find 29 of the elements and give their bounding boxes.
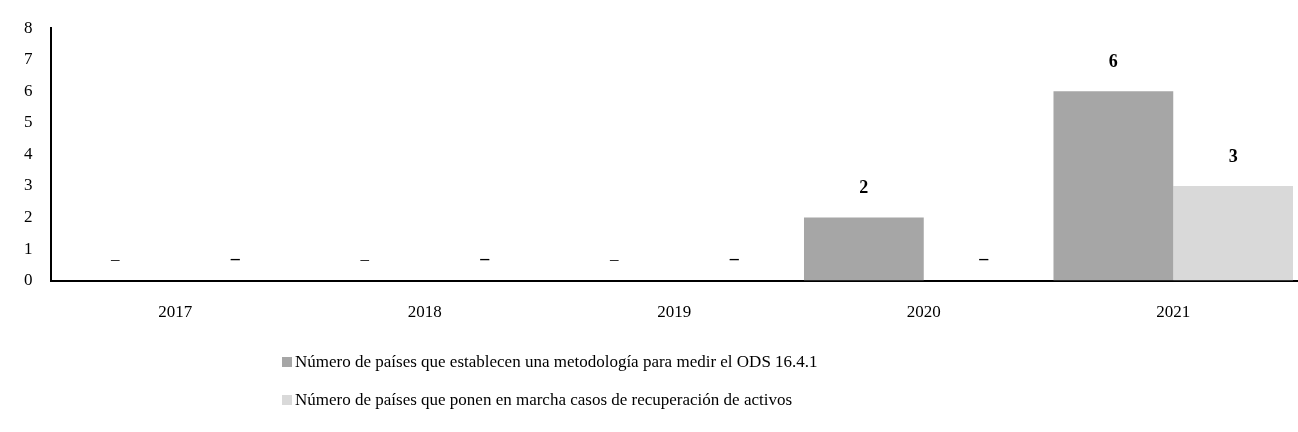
legend-label: Número de países que establecen una metodología para medir el ODS 16.4.1	[295, 352, 818, 372]
y-tick-label: 0	[24, 270, 33, 290]
text: –	[360, 249, 370, 269]
x-tick-label: 2018	[407, 302, 442, 322]
y-tick-label: 3	[24, 175, 33, 195]
y-tick-label: 5	[24, 112, 33, 132]
bar	[803, 217, 924, 281]
data-label: 2	[859, 177, 869, 198]
y-tick-label: 8	[24, 17, 33, 37]
legend-label: Número de países que ponen en marcha casos de recuperación de activos	[295, 390, 793, 410]
data-label: 3	[1228, 145, 1238, 166]
y-tick-label: 6	[24, 80, 33, 100]
bar	[1053, 91, 1174, 281]
y-tick-label: 2	[24, 206, 33, 226]
x-tick-label: 2021	[1156, 302, 1191, 322]
x-tick-label: 2019	[657, 302, 692, 322]
y-tick-label: 4	[24, 143, 33, 163]
y-tick-label: 1	[24, 238, 33, 258]
y-tick-label: 7	[24, 49, 33, 69]
data-label: 6	[1108, 50, 1118, 71]
text: –	[979, 248, 989, 269]
x-tick-label: 2020	[906, 302, 941, 322]
text: –	[111, 249, 120, 269]
text: –	[480, 248, 490, 269]
x-tick-label: 2017	[158, 302, 193, 322]
text: –	[729, 248, 739, 269]
bar	[1173, 185, 1294, 281]
text: –	[230, 248, 240, 269]
text: –	[610, 249, 619, 269]
